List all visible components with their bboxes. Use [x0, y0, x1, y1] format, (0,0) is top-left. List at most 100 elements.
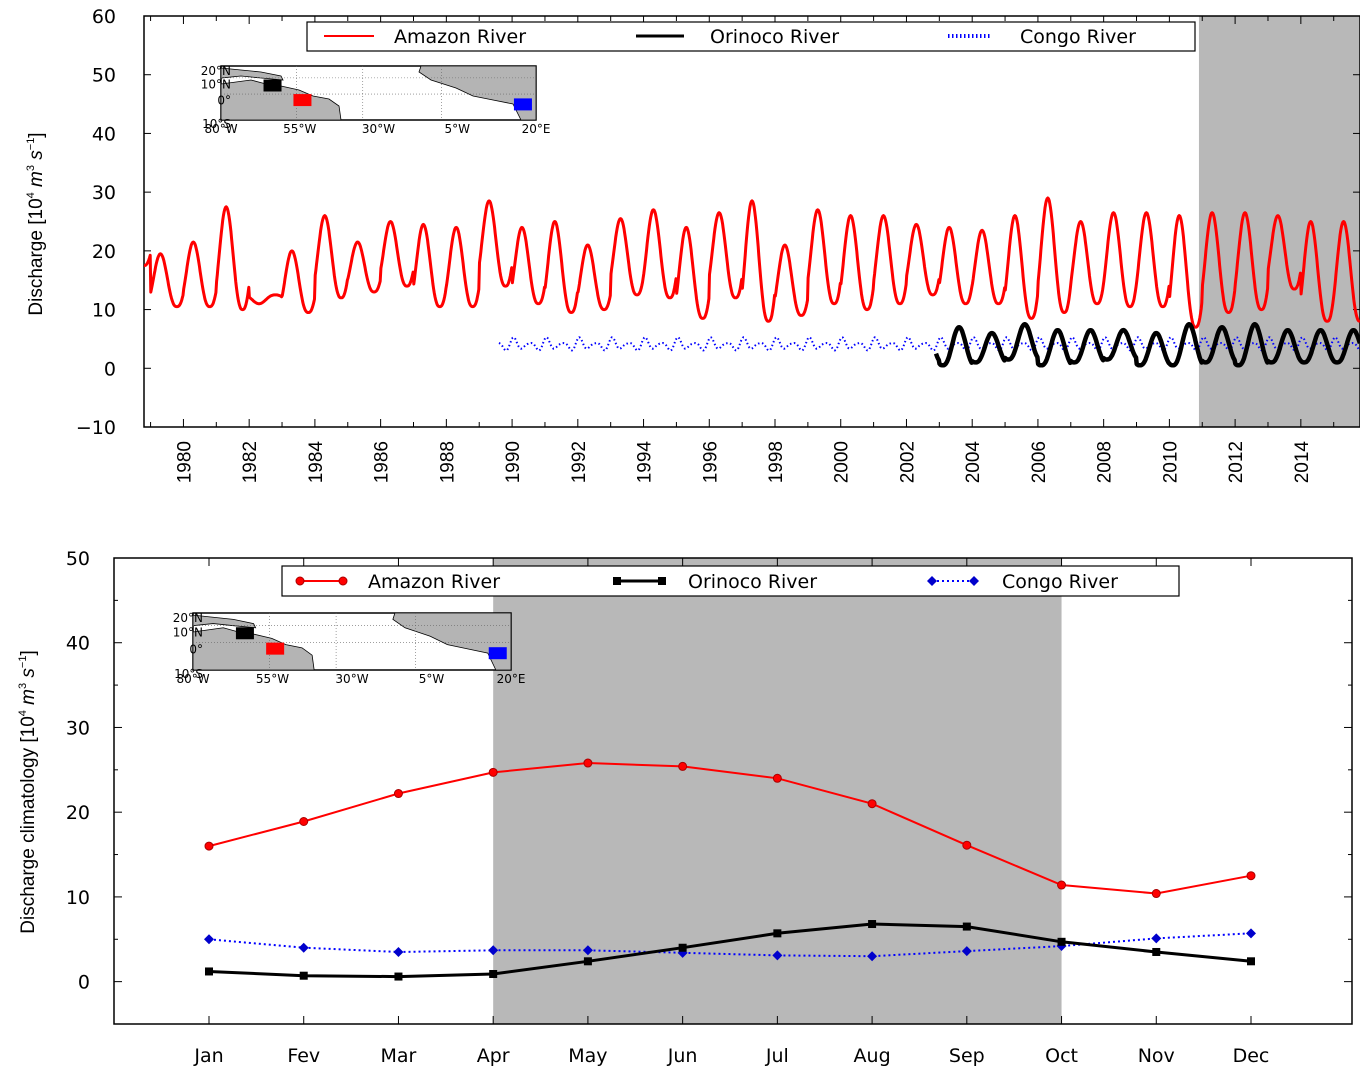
x-tick-label: 1998 [766, 441, 787, 483]
point-amazon [1057, 880, 1067, 890]
series-congo-line [208, 932, 1252, 958]
point-amazon [1151, 889, 1161, 899]
x-tick-label: 2002 [897, 441, 918, 483]
legend-marker-congo [969, 576, 979, 586]
legend-marker-orinoco [613, 577, 621, 585]
region-box-congo [513, 98, 532, 111]
x-tick-label: 2006 [1029, 441, 1050, 483]
y-tick-label: 50 [92, 65, 116, 87]
x-tick-label: 1982 [240, 441, 261, 483]
land-caribbean [192, 614, 257, 629]
land-south-america [192, 627, 315, 671]
legend-box [306, 21, 1196, 52]
map-lon-label: 80°W [204, 122, 237, 136]
x-tick-label: 2004 [963, 441, 984, 484]
point-amazon [678, 761, 688, 771]
y-axis-label: Discharge climatology [104 m3 s−1] [17, 650, 39, 934]
point-amazon [393, 789, 403, 799]
legend: Amazon River Orinoco River Congo River [306, 21, 1196, 52]
x-tick-label: 1986 [372, 441, 393, 483]
x-tick-label: May [568, 1045, 607, 1067]
map-lon-label: 55°W [256, 672, 289, 686]
inset-map: 20°N10°N 0° 10°S80°W 55°W 30°W 5°W 20°E [173, 611, 526, 686]
point-congo [867, 951, 878, 962]
point-orinoco [299, 971, 308, 980]
series-group [143, 196, 1360, 368]
y-tick-label: 40 [92, 123, 116, 145]
map-lat-label: 10°S [174, 667, 203, 681]
map-lon-label: 20°E [497, 672, 526, 686]
legend-box [281, 565, 1180, 597]
map-lat-label: 0° [217, 94, 231, 108]
point-amazon [867, 799, 877, 809]
map-lat-label: 10°N [201, 78, 231, 92]
x-tick-label: 2010 [1160, 441, 1181, 483]
point-congo [582, 945, 593, 956]
series-group [204, 758, 1256, 981]
x-tick-label: Jun [667, 1045, 698, 1067]
point-congo [1246, 928, 1256, 939]
region-box-orinoco [263, 79, 282, 92]
legend-label-amazon: Amazon River [394, 26, 526, 48]
y-tick-label: 10 [66, 887, 90, 909]
land-africa [418, 65, 537, 121]
x-tick-label: 2008 [1095, 441, 1116, 483]
legend-marker-orinoco [658, 577, 666, 585]
point-congo [1151, 933, 1162, 944]
legend-label-congo: Congo River [1020, 26, 1136, 48]
point-orinoco [205, 967, 213, 976]
series-orinoco-line [933, 322, 1360, 368]
point-amazon [772, 773, 782, 783]
series-orinoco-line [208, 922, 1252, 979]
x-tick-label: 1994 [635, 441, 656, 484]
x-tick-label: 2000 [832, 441, 853, 483]
x-tick-label: Apr [477, 1045, 510, 1067]
climatology-panel: 50 40 30 20 10 0 Jan Fev Mar Apr May Jun Jul Aug Sep O… [17, 548, 1353, 1067]
point-congo [298, 942, 309, 953]
legend-marker-congo [927, 576, 937, 586]
x-tick-label: 1988 [437, 441, 458, 483]
y-tick-label: 0 [104, 358, 116, 380]
x-tick-label: Jan [193, 1045, 223, 1067]
point-orinoco [868, 920, 877, 929]
map-lon-label: 5°W [419, 672, 445, 686]
map-lon-label: 20°E [522, 122, 551, 136]
x-tick-label: Dec [1233, 1045, 1270, 1067]
point-congo [961, 946, 972, 957]
land-caribbean [220, 67, 284, 81]
x-tick-label: 1992 [569, 441, 590, 483]
x-tick-label: Sep [949, 1045, 985, 1067]
plot-frame [113, 557, 1353, 1025]
y-tick-label: 30 [66, 717, 90, 739]
point-amazon [1246, 871, 1256, 881]
map-lat-label: 10°S [202, 117, 231, 131]
series-amazon-line [143, 196, 1360, 329]
y-tick-label: 20 [92, 241, 116, 263]
map-lat-label: 20°N [173, 611, 203, 625]
x-tick-label: Mar [381, 1045, 417, 1067]
point-orinoco [1057, 937, 1066, 946]
y-tick-label: 50 [66, 548, 90, 570]
map-lon-label: 55°W [283, 122, 316, 136]
land-africa [392, 612, 512, 671]
legend-label-orinoco: Orinoco River [710, 26, 839, 48]
point-congo [772, 950, 783, 961]
point-orinoco [583, 957, 592, 966]
x-axis: 1980 1982 1984 1986 1988 1990 1992 1994 1996 1998… [150, 16, 1335, 484]
x-tick-label: Jul [765, 1045, 789, 1067]
region-box-amazon [293, 94, 312, 107]
land-south-america [220, 79, 342, 121]
x-tick-label: Fev [287, 1045, 320, 1067]
point-amazon [204, 841, 214, 851]
region-box-amazon [266, 642, 285, 655]
point-congo [488, 945, 499, 956]
y-tick-label: 0 [78, 972, 90, 994]
series-amazon-line [208, 761, 1252, 895]
series-congo-line [498, 336, 1360, 352]
map-lat-label: 10°N [173, 625, 203, 639]
x-tick-label: 1996 [700, 441, 721, 483]
x-tick-label: 2014 [1292, 441, 1313, 484]
x-axis: Jan Fev Mar Apr May Jun Jul Aug Sep Oct Nov Dec [193, 558, 1269, 1067]
